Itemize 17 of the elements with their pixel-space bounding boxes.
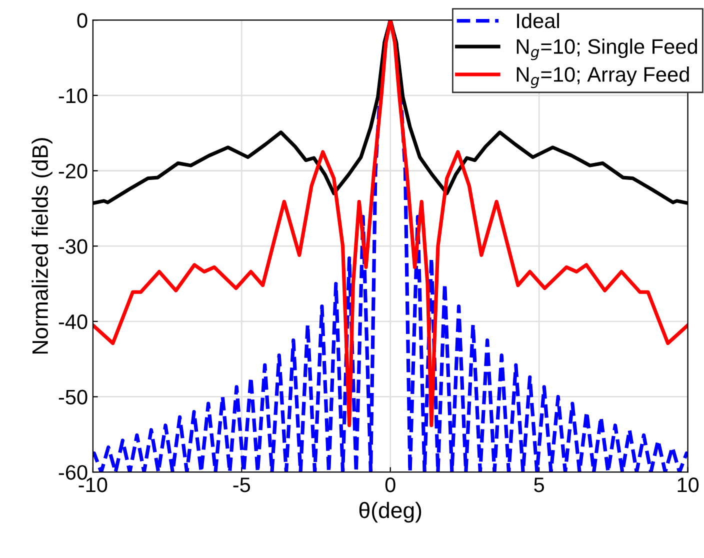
x-tick-label: 10 <box>678 477 699 492</box>
y-tick-label: -60 <box>58 465 88 480</box>
x-tick-label: -10 <box>78 477 108 492</box>
y-tick-label: 0 <box>77 13 88 28</box>
x-tick-label: 0 <box>385 477 396 492</box>
legend-label: N$_{g}$=10; Single Feed <box>516 38 698 60</box>
legend-label: Ideal <box>517 12 559 28</box>
x-axis-title: θ(deg) <box>359 502 422 523</box>
legend-label: N$_{g}$=10; Array Feed <box>516 66 689 88</box>
y-tick-label: -20 <box>58 164 88 178</box>
y-axis-title: Normalized fields (dB) <box>32 138 52 354</box>
y-tick-label: -40 <box>58 314 88 330</box>
x-tick-label: -5 <box>233 478 250 492</box>
y-tick-label: -50 <box>58 390 88 404</box>
y-tick-label: -10 <box>58 88 88 104</box>
x-tick-label: 5 <box>534 478 544 492</box>
y-tick-label: -30 <box>58 239 88 254</box>
